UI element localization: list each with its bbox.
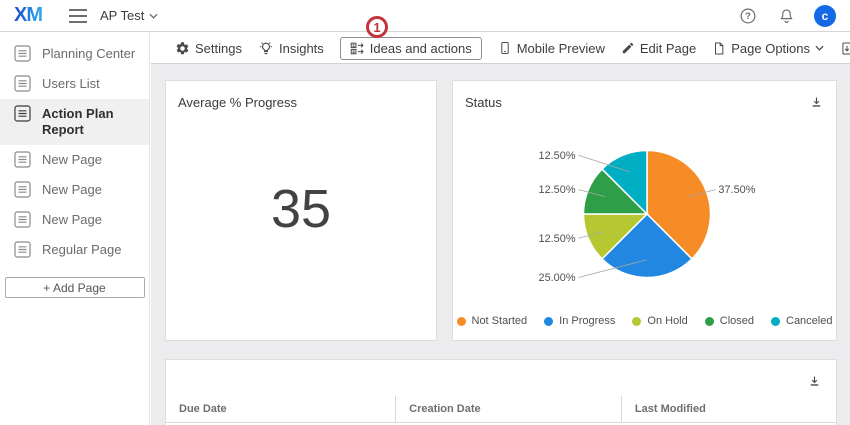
page-icon — [14, 241, 31, 258]
help-icon[interactable]: ? — [738, 6, 758, 26]
column-header: Creation Date — [395, 396, 621, 422]
sidebar: Planning Center Users List Action Plan Rep… — [0, 33, 150, 425]
widget-title: Status — [465, 95, 502, 110]
sidebar-item-action-plan-report[interactable]: Action Plan Report — [0, 99, 149, 145]
settings-button[interactable]: Settings — [175, 41, 242, 56]
legend-item: Closed — [704, 315, 754, 327]
status-pie-chart: 37.50% 25.00% 12.50% 12.50% 12.50% — [539, 149, 756, 284]
legend-color-dot — [771, 316, 780, 326]
pie-legend: Not Started In Progress On Hold Closed Cance… — [453, 315, 836, 327]
annotation-step-1: 1 — [366, 16, 388, 38]
export-page-icon — [840, 41, 850, 56]
legend-color-dot — [704, 316, 714, 326]
average-progress-widget: Average % Progress 35 — [165, 80, 437, 341]
pie-value-label: 12.50% — [539, 233, 576, 245]
widget-title: Average % Progress — [178, 95, 297, 110]
legend-color-dot — [456, 316, 466, 326]
page-icon — [712, 41, 726, 56]
pie-label-leader-line — [578, 154, 630, 173]
report-canvas: Average % Progress 35 Status 37.50% 25.00… — [151, 64, 850, 425]
column-header: Due Date — [179, 403, 227, 415]
add-page-button[interactable]: + Add Page — [4, 277, 145, 298]
sidebar-item-label: New Page — [42, 152, 102, 167]
legend-color-dot — [632, 316, 642, 326]
column-header: Last Modified — [620, 396, 836, 422]
chevron-down-icon — [149, 13, 158, 19]
sidebar-item-label: Users List — [42, 76, 100, 91]
legend-item: Not Started — [456, 315, 527, 327]
xm-logo: XM — [14, 4, 43, 26]
pie-value-label: 12.50% — [539, 184, 576, 196]
page-options-button[interactable]: Page Options — [712, 41, 824, 56]
page-toolbar: Settings Insights Ideas and actions Mobi… — [151, 33, 850, 64]
pie-value-label: 25.00% — [539, 272, 576, 284]
page-icon — [14, 75, 31, 92]
top-bar: XM AP Test ? c — [0, 0, 850, 32]
sidebar-item-new-page[interactable]: New Page — [0, 205, 149, 235]
pie-slice-in-progress[interactable] — [601, 212, 693, 279]
sidebar-item-planning-center[interactable]: Planning Center — [0, 39, 149, 69]
page-icon — [14, 105, 31, 122]
legend-color-dot — [544, 316, 554, 326]
pie-slice-not-started[interactable] — [646, 149, 712, 260]
average-progress-value: 35 — [270, 179, 332, 239]
lightbulb-icon — [258, 40, 274, 56]
user-avatar[interactable]: c — [814, 4, 836, 27]
sidebar-item-new-page[interactable]: New Page — [0, 175, 149, 205]
mobile-preview-button[interactable]: Mobile Preview — [498, 40, 605, 56]
pie-value-label: 37.50% — [718, 184, 755, 196]
legend-item: In Progress — [544, 315, 615, 327]
sidebar-item-label: New Page — [42, 182, 102, 197]
page-icon — [14, 151, 31, 168]
insights-button[interactable]: Insights — [258, 40, 324, 56]
sidebar-item-new-page[interactable]: New Page — [0, 145, 149, 175]
svg-text:?: ? — [745, 11, 751, 21]
sidebar-item-label: Action Plan Report — [42, 106, 114, 137]
pie-label-leader-line — [578, 259, 648, 278]
notifications-bell-icon[interactable] — [776, 6, 796, 26]
mobile-phone-icon — [498, 40, 512, 56]
download-widget-icon[interactable] — [807, 374, 822, 389]
table-header-row: Due Date Creation Date Last Modified — [166, 396, 836, 423]
sidebar-item-label: Planning Center — [42, 46, 136, 61]
sidebar-item-label: New Page — [42, 212, 102, 227]
chevron-down-icon — [815, 45, 824, 51]
sidebar-item-label: Regular Page — [42, 242, 122, 257]
sidebar-item-users-list[interactable]: Users List — [0, 69, 149, 99]
sidebar-item-regular-page[interactable]: Regular Page — [0, 235, 149, 265]
gear-icon — [175, 41, 190, 56]
workspace-selector[interactable]: AP Test — [100, 8, 158, 23]
page-icon — [14, 211, 31, 228]
action-plans-table-widget: Due Date Creation Date Last Modified — [165, 359, 837, 425]
legend-item: On Hold — [632, 315, 688, 327]
pie-label-leader-line — [578, 189, 605, 197]
ideas-and-actions-button[interactable]: Ideas and actions — [339, 36, 482, 60]
hamburger-menu-icon[interactable] — [68, 6, 88, 26]
pie-label-leader-line — [689, 189, 716, 197]
pie-value-label: 12.50% — [539, 150, 576, 162]
page-icon — [14, 181, 31, 198]
legend-item: Canceled — [771, 315, 832, 327]
edit-page-button[interactable]: Edit Page — [621, 41, 696, 56]
ideas-actions-icon — [350, 41, 365, 56]
pencil-icon — [621, 41, 635, 55]
page-icon — [14, 45, 31, 62]
workspace-name: AP Test — [100, 8, 145, 23]
export-page-button[interactable]: Export Page — [840, 41, 850, 56]
download-widget-icon[interactable] — [809, 95, 824, 110]
pie-label-leader-line — [578, 231, 605, 239]
status-pie-widget: Status 37.50% 25.00% 12.50% 12.50% 12.50% No… — [452, 80, 837, 341]
